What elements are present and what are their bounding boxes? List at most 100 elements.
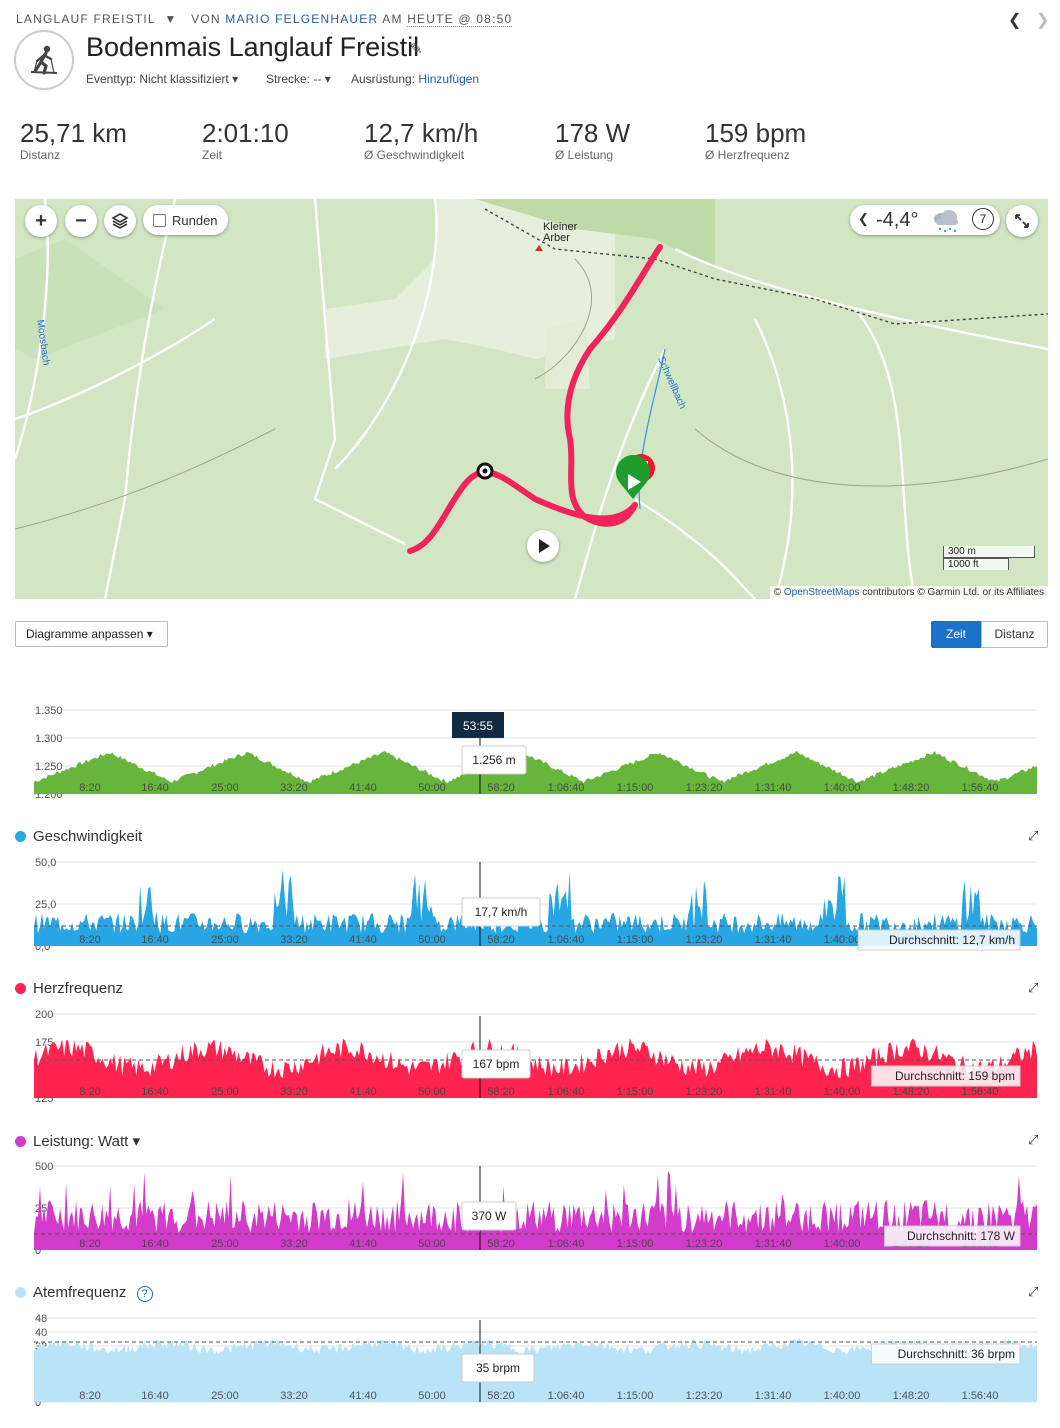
power-chart-title[interactable]: Leistung: Watt ▾ <box>15 1132 140 1150</box>
chevron-right-icon[interactable]: ❯ <box>1036 12 1050 29</box>
activity-type-link[interactable]: LANGLAUF FREISTIL <box>16 12 156 26</box>
toggle-time-button[interactable]: Zeit <box>931 621 981 648</box>
resp-chart-title: Atemfrequenz ? <box>15 1284 153 1302</box>
elevation-chart[interactable]: 1.350 1.300 1.250 1.200 8:20 16:40 25:00 33:20 4… <box>0 700 1060 800</box>
y-tick-label: 0 <box>35 1245 41 1256</box>
x-tick-label: 41:40 <box>349 782 377 794</box>
expand-icon[interactable]: ⤢ <box>1028 980 1039 995</box>
y-tick-label: 0 <box>35 1397 41 1408</box>
caret-down-icon[interactable]: ▾ <box>132 1133 141 1150</box>
help-icon[interactable]: ? <box>136 1286 153 1302</box>
elevation-area <box>34 750 1037 794</box>
x-tick-label: 16:40 <box>141 934 169 946</box>
pencil-icon[interactable]: ✎ <box>410 41 423 58</box>
x-tick-label: 1:31:40 <box>755 782 792 794</box>
tooltip-value: 35 brpm <box>476 1361 520 1375</box>
x-tick-label: 58:20 <box>487 1086 515 1098</box>
stat-heartrate-label: Ø Herzfrequenz <box>705 148 790 162</box>
zoom-out-button[interactable]: − <box>65 205 97 237</box>
osm-link[interactable]: OpenStreetMaps <box>783 587 860 598</box>
x-tick-label: 1:23:20 <box>686 1238 723 1250</box>
y-tick-label: 50,0 <box>35 857 56 869</box>
gear-field: Ausrüstung: Hinzufügen <box>351 72 480 86</box>
heart-chart-title: Herzfrequenz <box>15 980 123 997</box>
expand-icon[interactable]: ⤢ <box>1028 1284 1039 1299</box>
speed-area <box>34 869 1037 946</box>
chevron-left-icon[interactable]: ❮ <box>858 211 869 226</box>
legend-dot <box>15 1136 26 1147</box>
average-box <box>870 1065 1021 1087</box>
activity-title: Bodenmais Langlauf Freistil <box>86 32 420 62</box>
x-tick-label: 1:56:40 <box>962 1086 999 1098</box>
snow-cloud-icon <box>934 210 958 233</box>
laps-checkbox[interactable]: Runden <box>143 205 228 235</box>
weather-widget[interactable]: ❮ -4,4° 7 <box>850 205 1000 235</box>
cursor-time-badge: 53:55 <box>452 712 504 738</box>
checkbox-icon[interactable] <box>153 213 166 227</box>
layers-icon[interactable] <box>104 205 136 237</box>
by-label: VON <box>191 12 221 26</box>
elevation-tooltip: 1.256 m <box>461 745 527 775</box>
x-tick-label: 58:20 <box>487 934 515 946</box>
expand-icon[interactable]: ⤢ <box>1028 828 1039 843</box>
x-tick-label: 33:20 <box>280 1390 308 1402</box>
x-tick-label: 58:20 <box>487 782 515 794</box>
stat-distance-label: Distanz <box>20 148 61 162</box>
course-dropdown[interactable]: Strecke: -- ▾ <box>266 72 331 86</box>
tooltip-box <box>461 745 527 775</box>
average-label: Durchschnitt: 36 brpm <box>898 1347 1015 1361</box>
stat-power-value: 178 W <box>555 118 631 148</box>
x-tick-label: 58:20 <box>487 1390 515 1402</box>
play-button[interactable] <box>527 530 559 562</box>
expand-icon[interactable]: ⤢ <box>1028 1132 1039 1147</box>
tooltip-box <box>461 1353 535 1383</box>
activity-date[interactable]: HEUTE @ 08:50 <box>407 12 513 27</box>
y-tick-label: 125 <box>35 1093 53 1104</box>
fullscreen-icon[interactable] <box>1006 205 1038 237</box>
x-tick-label: 8:20 <box>79 1086 100 1098</box>
x-tick-label: 8:20 <box>79 1390 100 1402</box>
temperature: -4,4° <box>876 209 919 231</box>
resp-area <box>34 1338 1037 1402</box>
tooltip-box <box>461 1201 517 1231</box>
zoom-in-button[interactable]: + <box>25 205 57 237</box>
power-chart[interactable]: 50025008:2016:4025:0033:2041:4050:0058:2… <box>0 1156 1060 1256</box>
chevron-left-icon[interactable]: ❮ <box>1008 12 1022 29</box>
x-tick-label: 41:40 <box>349 1238 377 1250</box>
play-icon <box>539 539 550 553</box>
speed-chart[interactable]: 50,0 25,0 0,0 8:20 16:40 25:00 33:20 41:40 50:00… <box>0 852 1060 952</box>
route-map[interactable]: Kleiner Arber Moosbach Schwellbach + − Ru… <box>15 199 1048 599</box>
speed-chart-title: Geschwindigkeit <box>15 828 142 845</box>
x-tick-label: 1:23:20 <box>686 1390 723 1402</box>
y-tick-label: 40 <box>35 1327 47 1339</box>
x-tick-label: 16:40 <box>141 1390 169 1402</box>
x-tick-label: 16:40 <box>141 1238 169 1250</box>
heart-chart[interactable]: 2001751501258:2016:4025:0033:2041:4050:0… <box>0 1004 1060 1104</box>
x-tick-label: 50:00 <box>418 1238 446 1250</box>
y-tick-label: 500 <box>35 1161 53 1173</box>
skier-icon <box>14 30 74 90</box>
customize-charts-button[interactable]: Diagramme anpassen ▾ <box>15 621 168 647</box>
x-tick-label: 1:48:20 <box>893 782 930 794</box>
x-tick-label: 1:06:40 <box>548 1390 585 1402</box>
author-link[interactable]: MARIO FELGENHAUER <box>225 12 379 26</box>
x-tick-label: 1:40:00 <box>824 1086 861 1098</box>
tooltip-value: 1.256 m <box>472 753 515 767</box>
x-tick-label: 16:40 <box>141 782 169 794</box>
peak-label: Kleiner Arber <box>543 221 578 244</box>
x-tick-label: 1:40:00 <box>824 1390 861 1402</box>
stat-speed-label: Ø Geschwindigkeit <box>364 148 465 162</box>
resp-chart[interactable]: 4840322416808:2016:4025:0033:2041:4050:0… <box>0 1308 1060 1408</box>
stat-time-label: Zeit <box>202 148 223 162</box>
toggle-distance-button[interactable]: Distanz <box>981 621 1048 648</box>
x-tick-label: 25:00 <box>211 1238 239 1250</box>
add-gear-link[interactable]: Hinzufügen <box>418 72 480 86</box>
average-box <box>870 1343 1021 1365</box>
x-tick-label: 41:40 <box>349 1086 377 1098</box>
x-tick-label: 58:20 <box>487 1238 515 1250</box>
event-type-dropdown[interactable]: Eventtyp: Nicht klassifiziert ▾ <box>86 72 239 86</box>
y-tick-label: 25,0 <box>35 899 56 911</box>
tooltip-value: 370 W <box>472 1209 507 1223</box>
average-box <box>857 929 1021 951</box>
chevron-down-icon[interactable]: ▼ <box>159 12 187 26</box>
